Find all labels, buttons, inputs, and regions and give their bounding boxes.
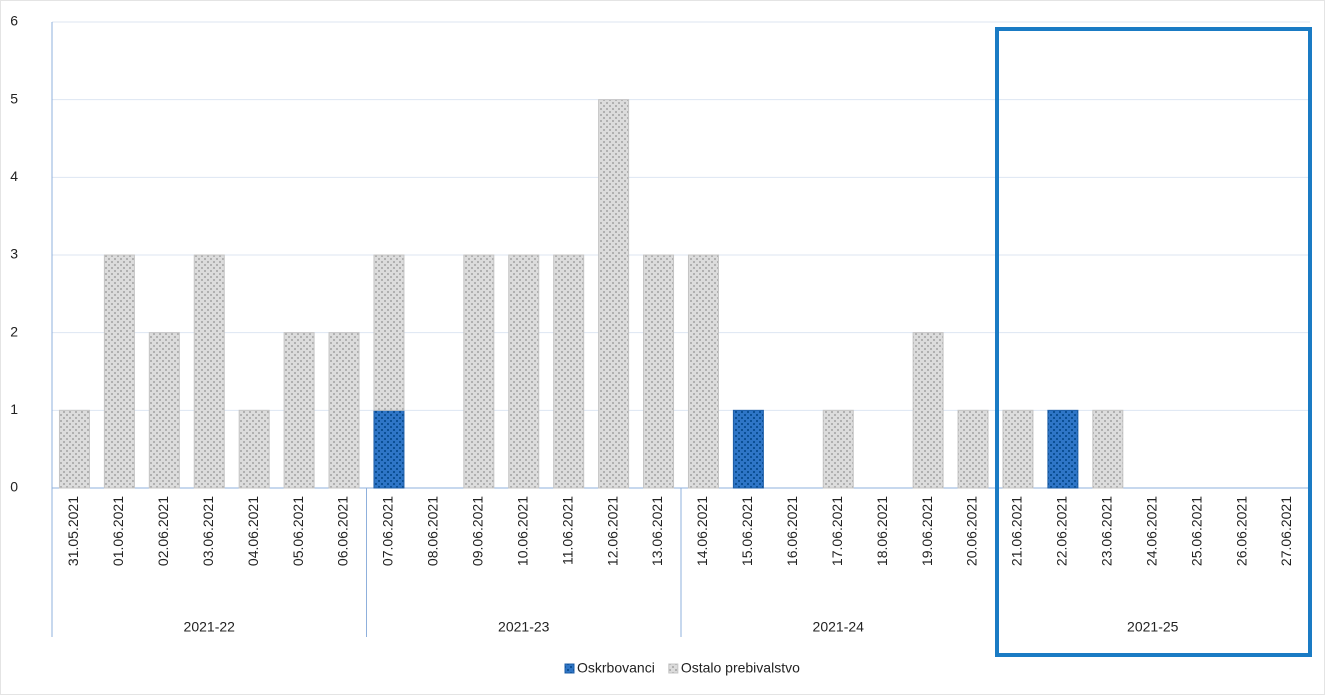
x-tick-label: 19.06.2021	[919, 496, 935, 566]
bar	[328, 332, 360, 489]
bar	[687, 254, 719, 489]
bar	[238, 409, 270, 489]
bar	[373, 254, 405, 411]
bar	[463, 254, 495, 489]
x-tick-label: 02.06.2021	[155, 496, 171, 566]
bar	[732, 409, 764, 489]
x-tick-label: 21.06.2021	[1009, 496, 1025, 566]
bar	[148, 332, 180, 489]
group-label: 2021-22	[184, 619, 236, 635]
group-label: 2021-23	[498, 619, 550, 635]
x-tick-label: 11.06.2021	[559, 496, 575, 565]
x-tick-label: 04.06.2021	[245, 496, 261, 566]
bar	[553, 254, 585, 489]
bar	[283, 332, 315, 489]
bar	[58, 409, 90, 489]
bar	[957, 409, 989, 489]
x-tick-label: 24.06.2021	[1143, 496, 1159, 566]
legend-swatch	[564, 663, 575, 674]
x-tick-label: 18.06.2021	[874, 496, 890, 566]
y-tick-label: 2	[10, 323, 18, 339]
bar	[193, 254, 225, 489]
y-tick-label: 3	[10, 246, 18, 262]
bar	[598, 99, 630, 489]
y-tick-label: 4	[10, 168, 18, 184]
y-tick-label: 6	[10, 13, 18, 29]
bar	[1002, 409, 1034, 489]
x-tick-label: 10.06.2021	[514, 496, 530, 566]
x-tick-label: 31.05.2021	[65, 496, 81, 566]
bar	[912, 332, 944, 489]
x-tick-label: 03.06.2021	[200, 496, 216, 566]
bar	[1092, 409, 1124, 489]
x-tick-label: 07.06.2021	[380, 496, 396, 566]
y-tick-label: 5	[10, 90, 18, 106]
x-tick-label: 15.06.2021	[739, 496, 755, 566]
x-tick-label: 17.06.2021	[829, 496, 845, 566]
bar	[373, 409, 405, 489]
bar	[822, 409, 854, 489]
x-tick-label: 20.06.2021	[964, 496, 980, 566]
legend-swatch	[668, 663, 679, 674]
x-tick-label: 12.06.2021	[604, 496, 620, 566]
y-tick-label: 1	[10, 401, 18, 417]
x-tick-label: 27.06.2021	[1278, 496, 1294, 566]
x-tick-label: 09.06.2021	[470, 496, 486, 566]
x-tick-label: 16.06.2021	[784, 496, 800, 566]
bar	[103, 254, 135, 489]
y-tick-label: 0	[10, 479, 18, 495]
x-tick-label: 05.06.2021	[290, 496, 306, 566]
bar	[643, 254, 675, 489]
legend-label: Ostalo prebivalstvo	[681, 660, 800, 676]
x-tick-label: 23.06.2021	[1099, 496, 1115, 566]
group-label: 2021-25	[1127, 619, 1179, 635]
x-tick-label: 22.06.2021	[1054, 496, 1070, 566]
highlight-box	[995, 27, 1312, 657]
x-tick-label: 06.06.2021	[335, 496, 351, 566]
x-tick-label: 01.06.2021	[110, 496, 126, 566]
x-tick-label: 25.06.2021	[1188, 496, 1204, 566]
bar	[1047, 409, 1079, 489]
group-label: 2021-24	[813, 619, 865, 635]
x-tick-label: 26.06.2021	[1233, 496, 1249, 566]
x-tick-label: 08.06.2021	[425, 496, 441, 566]
bar	[508, 254, 540, 489]
x-tick-label: 14.06.2021	[694, 496, 710, 566]
legend-label: Oskrbovanci	[577, 660, 655, 676]
x-tick-label: 13.06.2021	[649, 496, 665, 566]
